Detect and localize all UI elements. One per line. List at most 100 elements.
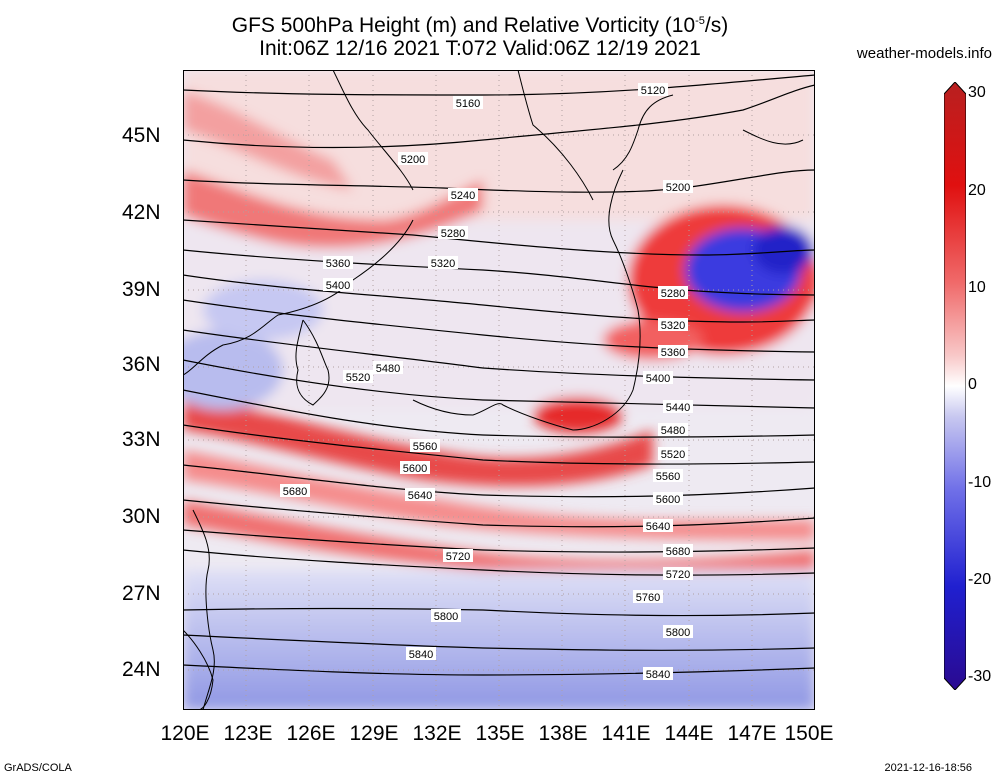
svg-text:5400: 5400	[646, 373, 670, 385]
contour-label: 5600	[400, 461, 430, 475]
contour-label: 5720	[663, 567, 693, 581]
lat-label-42n: 42N	[122, 201, 161, 224]
contour-label: 5560	[410, 439, 440, 453]
colorbar-label-neg10: -10	[968, 474, 992, 491]
contour-label: 5600	[653, 492, 683, 506]
contour-label: 5800	[431, 609, 461, 623]
svg-text:5400: 5400	[326, 280, 350, 292]
svg-text:5480: 5480	[376, 363, 400, 375]
contour-label: 5400	[643, 371, 673, 385]
colorbar-label-10: 10	[968, 279, 986, 296]
svg-text:5280: 5280	[441, 228, 465, 240]
svg-text:5200: 5200	[666, 182, 690, 194]
svg-text:5600: 5600	[656, 494, 680, 506]
svg-text:5800: 5800	[666, 627, 690, 639]
lat-label-33n: 33N	[122, 428, 161, 451]
contour-labels: 5120 5160 5200 5200 5240 5280 5280 5320 5320 5360…	[280, 83, 693, 681]
lon-label-141e: 141E	[601, 722, 651, 745]
contour-label: 5320	[428, 256, 458, 270]
contour-label: 5480	[658, 423, 688, 437]
svg-text:5240: 5240	[451, 190, 475, 202]
svg-text:5720: 5720	[446, 551, 470, 563]
lat-label-39n: 39N	[122, 278, 161, 301]
lon-label-150e: 150E	[784, 722, 834, 745]
contour-label: 5160	[453, 96, 483, 110]
vorticity-map: 5120 5160 5200 5200 5240 5280 5280 5320 5320 5360…	[183, 70, 815, 710]
lon-label-144e: 144E	[664, 722, 714, 745]
lon-label-147e: 147E	[727, 722, 777, 745]
colorbar-label-neg20: -20	[968, 571, 992, 588]
contour-label: 5320	[658, 318, 688, 332]
svg-text:5160: 5160	[456, 98, 480, 110]
chart-title-line1: GFS 500hPa Height (m) and Relative Vorti…	[231, 14, 729, 37]
contour-label: 5520	[343, 370, 373, 384]
svg-text:5840: 5840	[409, 649, 433, 661]
svg-text:5640: 5640	[646, 521, 670, 533]
svg-text:5360: 5360	[326, 258, 350, 270]
svg-text:5200: 5200	[401, 154, 425, 166]
contour-label: 5280	[438, 226, 468, 240]
contour-label: 5680	[663, 544, 693, 558]
svg-text:5600: 5600	[403, 463, 427, 475]
chart-title-line2: Init:06Z 12/16 2021 T:072 Valid:06Z 12/1…	[259, 37, 701, 60]
colorbar	[944, 82, 966, 690]
colorbar-label-neg30: -30	[968, 668, 992, 685]
coastlines	[183, 70, 804, 710]
svg-text:5280: 5280	[661, 288, 685, 300]
lon-label-126e: 126E	[286, 722, 336, 745]
footer-credit: GrADS/COLA	[4, 762, 72, 774]
svg-text:5720: 5720	[666, 569, 690, 581]
svg-text:5840: 5840	[646, 669, 670, 681]
contour-label: 5640	[643, 519, 673, 533]
svg-text:5560: 5560	[656, 471, 680, 483]
svg-text:5320: 5320	[661, 320, 685, 332]
svg-text:5120: 5120	[641, 85, 665, 97]
footer-timestamp: 2021-12-16-18:56	[884, 762, 972, 774]
lat-label-36n: 36N	[122, 353, 161, 376]
svg-text:5680: 5680	[666, 546, 690, 558]
map-frame	[183, 70, 815, 710]
contour-label: 5200	[663, 180, 693, 194]
lat-label-30n: 30N	[122, 505, 161, 528]
lon-label-129e: 129E	[349, 722, 399, 745]
contour-label: 5360	[323, 256, 353, 270]
lat-label-45n: 45N	[122, 124, 161, 147]
lon-label-132e: 132E	[412, 722, 462, 745]
svg-text:5800: 5800	[434, 611, 458, 623]
contour-label: 5200	[398, 152, 428, 166]
contour-label: 5720	[443, 549, 473, 563]
lon-label-123e: 123E	[223, 722, 273, 745]
svg-text:5560: 5560	[413, 441, 437, 453]
lon-label-135e: 135E	[475, 722, 525, 745]
lon-label-138e: 138E	[538, 722, 588, 745]
colorbar-label-30: 30	[968, 84, 986, 101]
svg-text:5480: 5480	[661, 425, 685, 437]
svg-text:5520: 5520	[346, 372, 370, 384]
contour-label: 5800	[663, 625, 693, 639]
contour-label: 5840	[643, 667, 673, 681]
svg-text:5760: 5760	[636, 592, 660, 604]
contour-label: 5560	[653, 469, 683, 483]
contour-label: 5520	[658, 447, 688, 461]
contour-label: 5280	[658, 286, 688, 300]
contour-label: 5640	[405, 488, 435, 502]
contour-label: 5760	[633, 590, 663, 604]
lon-label-120e: 120E	[160, 722, 210, 745]
contour-label: 5400	[323, 278, 353, 292]
svg-text:5640: 5640	[408, 490, 432, 502]
graticule	[183, 70, 815, 710]
contour-label: 5480	[373, 361, 403, 375]
svg-text:5320: 5320	[431, 258, 455, 270]
contour-label: 5240	[448, 188, 478, 202]
svg-text:5440: 5440	[666, 402, 690, 414]
lat-label-27n: 27N	[122, 582, 161, 605]
contour-label: 5120	[638, 83, 668, 97]
colorbar-label-0: 0	[968, 376, 977, 393]
height-contours	[183, 74, 815, 676]
svg-text:5360: 5360	[661, 347, 685, 359]
svg-text:5520: 5520	[661, 449, 685, 461]
colorbar-label-20: 20	[968, 182, 986, 199]
contour-label: 5680	[280, 484, 310, 498]
site-credit: weather-models.info	[856, 45, 992, 62]
contour-label: 5360	[658, 345, 688, 359]
